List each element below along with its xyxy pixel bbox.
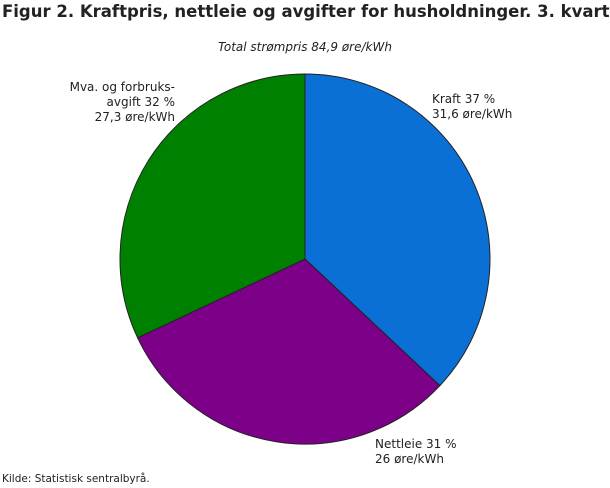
slice-label-line: Kraft 37 % [432, 92, 582, 107]
value-label: 31 % [426, 437, 457, 451]
price-label: 31,6 øre/kWh [432, 107, 513, 121]
slice-label: Mva. og forbruks-avgift 32 % 27,3 øre/kWh [60, 80, 175, 125]
source: Kilde: Statistisk sentralbyrå. [2, 473, 150, 485]
pie-slice [119, 73, 306, 339]
chart-subtitle: Total strømpris 84,9 øre/kWh [218, 40, 392, 54]
chart-title: Figur 2. Kraftpris, nettleie og avgifter… [2, 2, 610, 21]
pie-slice [304, 73, 491, 387]
price-label: 26 øre/kWh [375, 452, 444, 466]
category-label: Nettleie [375, 437, 423, 451]
value-label: 37 % [464, 92, 496, 106]
slice-label: Nettleie 31 % 26 øre/kWh [375, 437, 525, 467]
slice-label-line: Mva. og forbruks-avgift 32 % [60, 80, 175, 110]
value-label: 32 % [144, 95, 176, 109]
price-label: 27,3 øre/kWh [94, 110, 175, 124]
pie-slice [136, 258, 441, 445]
slice-label: Kraft 37 % 31,6 øre/kWh [432, 92, 582, 122]
category-label: Kraft [432, 92, 461, 106]
category-label: Mva. og forbruks-avgift [69, 80, 175, 109]
slice-label-line: Nettleie 31 % [375, 437, 525, 452]
